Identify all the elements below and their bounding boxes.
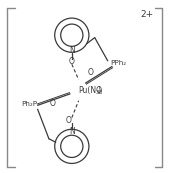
Text: N: N [69,127,75,136]
Text: Pu(NO: Pu(NO [79,86,103,95]
Text: 3: 3 [96,90,99,95]
Text: ): ) [98,86,101,95]
Text: O: O [69,57,75,66]
Text: 2+: 2+ [141,10,154,19]
Text: O: O [66,116,72,125]
Text: 3: 3 [99,90,102,95]
Text: O: O [88,68,94,77]
Text: N: N [69,46,75,55]
Text: O: O [50,99,56,108]
Text: PPh₂: PPh₂ [110,60,126,66]
Text: Ph₂P: Ph₂P [21,101,37,107]
